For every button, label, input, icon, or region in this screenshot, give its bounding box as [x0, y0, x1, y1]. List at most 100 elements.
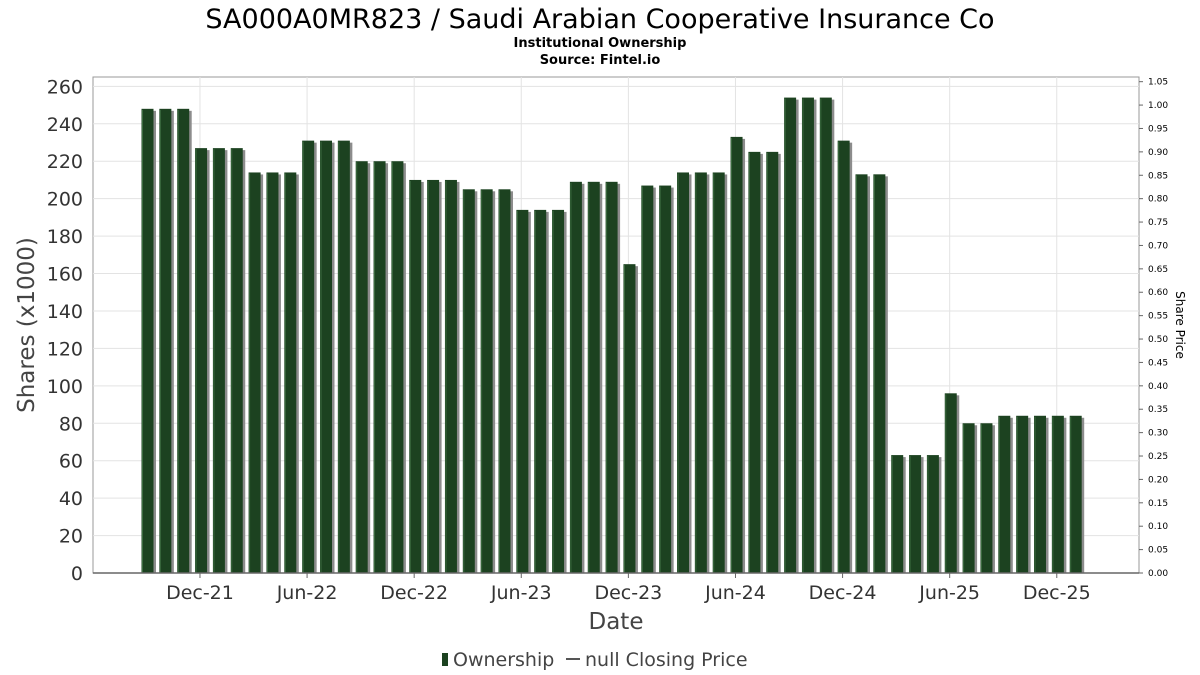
ownership-bar	[373, 161, 386, 573]
ownership-bar	[391, 161, 404, 573]
y2-tick-label: 0.15	[1148, 499, 1168, 509]
y2-tick-label: 0.60	[1148, 288, 1168, 298]
x-axis-title: Date	[589, 609, 644, 635]
ownership-bar	[230, 148, 243, 574]
ownership-bar	[926, 455, 939, 573]
ownership-bar	[980, 423, 993, 573]
ownership-bar	[569, 181, 582, 573]
y2-tick-label: 0.30	[1148, 429, 1168, 439]
ownership-bar	[1069, 415, 1082, 573]
ownership-bar	[159, 108, 172, 573]
ownership-bar	[248, 172, 261, 573]
y-tick-label: 180	[47, 226, 83, 248]
ownership-bar	[266, 172, 279, 573]
ownership-bar	[944, 393, 957, 573]
y-tick-label: 140	[47, 301, 83, 323]
y-tick-label: 40	[59, 488, 83, 510]
x-tick-label: Dec-21	[166, 582, 234, 604]
chart-subtitle-line-1: Institutional Ownership	[514, 36, 687, 51]
y2-tick-label: 0.85	[1148, 171, 1168, 181]
ownership-bar	[284, 172, 297, 573]
ownership-bar	[837, 140, 850, 573]
ownership-bar	[784, 97, 797, 573]
x-axis-ticks: Dec-21 Jun-22 Dec-22 Jun-23 Dec-23 Jun-24 Dec-…	[93, 572, 1139, 604]
ownership-bar	[694, 172, 707, 573]
chart-subtitle-line-2: Source: Fintel.io	[540, 53, 661, 68]
y-tick-label: 240	[47, 114, 83, 136]
x-tick-label: Jun-22	[276, 582, 338, 604]
y2-tick-label: 0.20	[1148, 475, 1168, 485]
y2-tick-label: 0.10	[1148, 522, 1168, 532]
y2-tick-label: 0.35	[1148, 405, 1168, 415]
y-tick-label: 160	[47, 264, 83, 286]
ownership-bar	[427, 179, 440, 573]
y-tick-label: 120	[47, 338, 83, 360]
ownership-bar	[730, 136, 743, 573]
ownership-bar	[766, 151, 779, 573]
y2-tick-label: 0.00	[1148, 569, 1168, 579]
y2-tick-label: 0.75	[1148, 218, 1168, 228]
x-tick-label: Dec-22	[380, 582, 448, 604]
ownership-bar	[748, 151, 761, 573]
legend-ownership-label: Ownership	[453, 649, 554, 671]
legend-ownership-swatch	[442, 653, 448, 666]
ownership-bar	[302, 140, 315, 573]
bar-layer	[141, 97, 1085, 574]
legend: Ownership null Closing Price	[442, 649, 748, 671]
y-tick-label: 100	[47, 376, 83, 398]
ownership-bar	[891, 455, 904, 573]
ownership-bar	[212, 148, 225, 574]
ownership-bar	[1034, 415, 1046, 573]
y2-tick-label: 0.90	[1148, 148, 1168, 158]
legend-price-label: null Closing Price	[585, 649, 748, 671]
y2-tick-label: 0.55	[1148, 312, 1168, 322]
y2-tick-label: 1.05	[1148, 78, 1168, 88]
y2-tick-label: 0.50	[1148, 335, 1168, 345]
y-tick-label: 20	[59, 526, 83, 548]
ownership-bar	[534, 209, 547, 573]
y-tick-label: 200	[47, 189, 83, 211]
x-tick-label: Jun-24	[704, 582, 766, 604]
y-tick-label: 80	[59, 413, 83, 435]
ownership-bar	[409, 179, 422, 573]
y-axis-title: Shares (x1000)	[14, 237, 40, 413]
y2-tick-label: 0.40	[1148, 382, 1168, 392]
ownership-bar	[623, 264, 636, 573]
y-axis-ticks: 0 20 40 60 80 100 120 140 160 180 200 220 240 260	[47, 76, 83, 585]
ownership-bar	[141, 108, 154, 573]
ownership-bar	[498, 189, 511, 573]
ownership-bar	[587, 181, 600, 573]
ownership-bar	[873, 174, 886, 573]
x-tick-label: Jun-23	[490, 582, 552, 604]
ownership-bar	[712, 172, 725, 573]
y-tick-label: 60	[59, 451, 83, 473]
x-tick-label: Dec-24	[809, 582, 877, 604]
ownership-bar	[659, 185, 672, 574]
y-tick-label: 260	[47, 76, 83, 98]
ownership-bar	[552, 209, 565, 573]
y2-tick-label: 0.65	[1148, 265, 1168, 275]
ownership-bar	[677, 172, 689, 573]
y2-tick-label: 0.05	[1148, 546, 1168, 556]
y2-tick-label: 0.95	[1148, 124, 1168, 134]
ownership-bar	[462, 189, 475, 573]
ownership-bar	[801, 97, 814, 573]
y2-tick-label: 0.80	[1148, 195, 1168, 205]
ownership-bar	[480, 189, 493, 573]
ownership-bar	[177, 108, 190, 573]
x-tick-label: Jun-25	[918, 582, 980, 604]
y-tick-label: 0	[71, 563, 83, 585]
ownership-bar	[444, 179, 457, 573]
y2-tick-label: 0.70	[1148, 241, 1168, 251]
ownership-bar	[516, 209, 529, 573]
ownership-bar	[355, 161, 368, 573]
y-tick-label: 220	[47, 151, 83, 173]
ownership-bar	[962, 423, 975, 573]
ownership-bar	[855, 174, 868, 573]
x-tick-label: Dec-23	[594, 582, 662, 604]
x-tick-label: Dec-25	[1023, 582, 1091, 604]
ownership-bar	[605, 181, 618, 573]
ownership-bar	[1016, 415, 1029, 573]
